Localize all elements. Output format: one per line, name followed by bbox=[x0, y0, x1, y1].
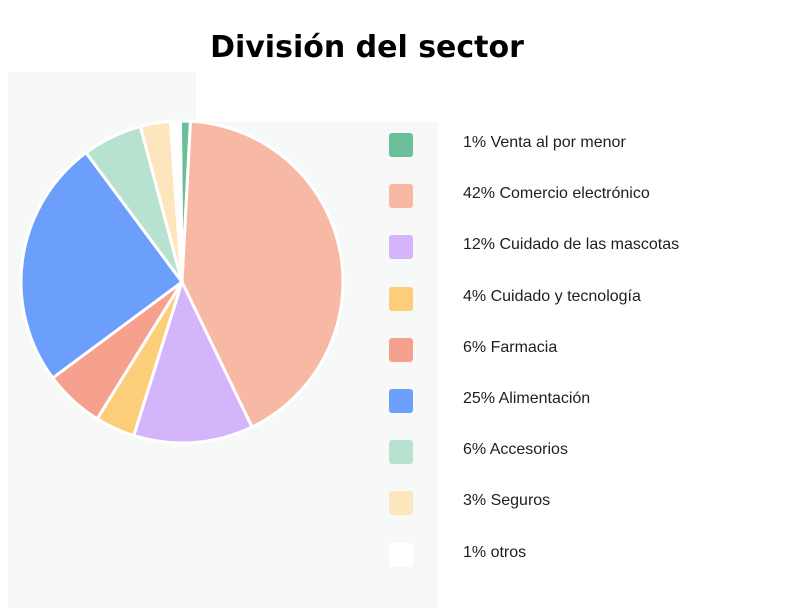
legend-label: 42% Comercio electrónico bbox=[463, 185, 650, 203]
pie-slice bbox=[19, 151, 184, 380]
legend-swatch bbox=[389, 286, 413, 311]
legend-item: 42% Comercio electrónico bbox=[385, 179, 785, 230]
legend-swatch bbox=[389, 542, 413, 567]
legend-swatch bbox=[389, 133, 413, 157]
legend-label: 25% Alimentación bbox=[463, 389, 591, 407]
legend-swatch bbox=[389, 388, 413, 413]
pie-slice bbox=[180, 119, 345, 429]
legend-item: 1% Venta al por menor bbox=[385, 128, 785, 179]
legend-item: 1% otros bbox=[385, 538, 785, 589]
legend-item: 4% Cuidado y tecnología bbox=[385, 282, 785, 333]
legend-label: 3% Seguros bbox=[463, 492, 551, 510]
legend-item: 25% Alimentación bbox=[385, 384, 785, 435]
legend-item: 3% Seguros bbox=[385, 486, 785, 537]
legend-label: 4% Cuidado y tecnología bbox=[463, 287, 641, 305]
legend-item: 6% Accesorios bbox=[385, 435, 785, 486]
legend-label: 6% Accesorios bbox=[463, 441, 568, 459]
legend-label: 12% Cuidado de las mascotas bbox=[463, 236, 680, 254]
pie-slice bbox=[168, 119, 184, 284]
legend-swatch bbox=[389, 235, 413, 260]
legend-swatch bbox=[389, 491, 413, 516]
legend-swatch bbox=[389, 337, 413, 362]
pie-slice bbox=[132, 280, 254, 445]
legend-swatch bbox=[389, 440, 413, 465]
legend-item: 6% Farmacia bbox=[385, 333, 785, 384]
chart-legend: 1% Venta al por menor 42% Comercio electr… bbox=[385, 128, 785, 589]
legend-item: 12% Cuidado de las mascotas bbox=[385, 230, 785, 281]
legend-swatch bbox=[389, 184, 413, 209]
legend-label: 1% Venta al por menor bbox=[463, 134, 626, 151]
legend-label: 6% Farmacia bbox=[463, 338, 558, 356]
legend-label: 1% otros bbox=[463, 543, 527, 561]
chart-title: División del sector bbox=[210, 30, 524, 65]
